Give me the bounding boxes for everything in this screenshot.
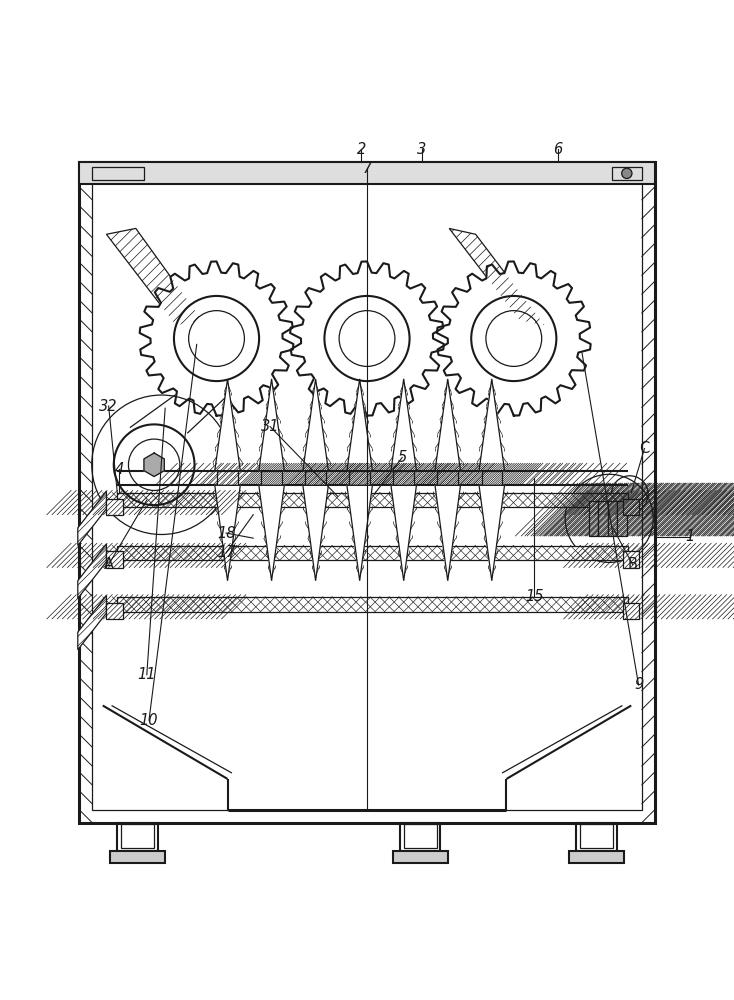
Polygon shape — [78, 491, 106, 546]
Polygon shape — [435, 379, 460, 471]
Circle shape — [622, 168, 632, 179]
Polygon shape — [215, 379, 240, 471]
Bar — [349, 471, 370, 485]
Polygon shape — [479, 379, 504, 471]
Polygon shape — [479, 485, 504, 581]
Bar — [121, 824, 154, 848]
Bar — [106, 499, 123, 515]
Polygon shape — [437, 261, 591, 416]
Polygon shape — [215, 379, 240, 471]
Text: 15: 15 — [525, 589, 544, 604]
Bar — [580, 824, 613, 848]
Polygon shape — [144, 453, 164, 477]
Bar — [404, 824, 437, 848]
Text: B: B — [628, 557, 638, 572]
Polygon shape — [303, 379, 328, 471]
Text: A: A — [103, 557, 114, 572]
Bar — [598, 501, 608, 536]
Polygon shape — [391, 379, 416, 471]
Bar — [623, 499, 639, 515]
Bar — [106, 551, 123, 568]
Bar — [617, 501, 627, 536]
Polygon shape — [303, 485, 328, 581]
Text: 1: 1 — [686, 529, 694, 544]
Polygon shape — [347, 379, 372, 471]
Polygon shape — [435, 485, 460, 581]
Text: 11: 11 — [137, 667, 156, 682]
Bar — [117, 597, 628, 612]
Polygon shape — [215, 485, 240, 581]
Polygon shape — [435, 379, 460, 471]
Polygon shape — [259, 379, 284, 471]
Bar — [92, 176, 642, 810]
Text: 3: 3 — [418, 142, 426, 157]
Bar — [92, 167, 144, 180]
Bar — [117, 823, 158, 851]
Bar — [623, 603, 639, 619]
Bar — [400, 823, 440, 851]
Polygon shape — [479, 379, 504, 471]
Text: 2: 2 — [357, 142, 366, 157]
Text: 17: 17 — [217, 545, 236, 560]
Bar — [217, 471, 238, 485]
Bar — [393, 851, 448, 863]
Text: 18: 18 — [217, 526, 236, 541]
Text: 4: 4 — [115, 462, 123, 477]
Bar — [393, 471, 414, 485]
Text: 6: 6 — [553, 142, 562, 157]
Bar — [623, 551, 639, 568]
Polygon shape — [139, 261, 294, 416]
Polygon shape — [479, 485, 504, 581]
Polygon shape — [259, 485, 284, 581]
Bar — [576, 823, 617, 851]
Bar — [110, 851, 165, 863]
Polygon shape — [435, 485, 460, 581]
Polygon shape — [290, 261, 444, 416]
Polygon shape — [449, 228, 545, 325]
Bar — [79, 162, 655, 823]
Text: 5: 5 — [398, 450, 407, 465]
Bar — [612, 167, 642, 180]
Polygon shape — [303, 485, 328, 581]
Bar — [305, 471, 326, 485]
Bar — [79, 162, 655, 184]
Bar — [117, 493, 628, 507]
Bar — [569, 851, 624, 863]
Text: 7: 7 — [363, 161, 371, 176]
Polygon shape — [259, 485, 284, 581]
Bar — [589, 501, 598, 536]
Polygon shape — [391, 379, 416, 471]
Polygon shape — [391, 485, 416, 581]
Bar — [261, 471, 282, 485]
Bar — [117, 546, 628, 560]
Text: 9: 9 — [634, 677, 643, 692]
Bar — [608, 501, 617, 536]
Text: 32: 32 — [99, 399, 118, 414]
Bar — [482, 471, 502, 485]
Polygon shape — [78, 595, 106, 650]
Polygon shape — [259, 379, 284, 471]
Text: 10: 10 — [139, 713, 159, 728]
Bar — [106, 603, 123, 619]
Text: 31: 31 — [261, 419, 280, 434]
Polygon shape — [347, 379, 372, 471]
Polygon shape — [347, 485, 372, 581]
Polygon shape — [78, 544, 106, 598]
Polygon shape — [106, 228, 202, 325]
Polygon shape — [347, 485, 372, 581]
Polygon shape — [215, 485, 240, 581]
Bar — [437, 471, 458, 485]
Polygon shape — [303, 379, 328, 471]
Text: C: C — [639, 441, 650, 456]
Polygon shape — [391, 485, 416, 581]
